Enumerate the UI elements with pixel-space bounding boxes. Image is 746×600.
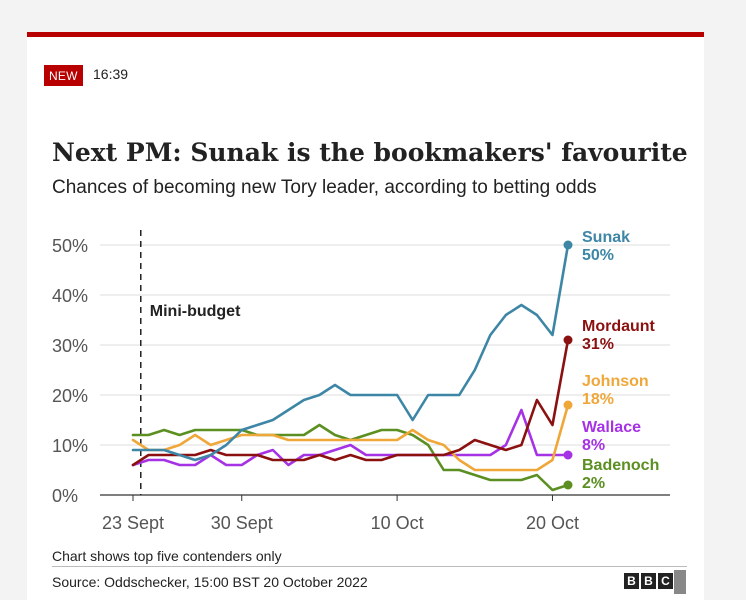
series-value-mordaunt: 31% [582, 336, 614, 353]
source-divider [52, 566, 687, 567]
series-end-dot-mordaunt [563, 335, 573, 345]
logo-letter-b2: B [641, 573, 656, 589]
annotation-label: Mini-budget [150, 303, 241, 320]
top-accent-bar [27, 32, 704, 37]
series-label-wallace: Wallace [582, 419, 641, 436]
series-line-wallace [131, 408, 570, 467]
logo-letter-b1: B [624, 573, 639, 589]
series-line-sunak [131, 243, 570, 462]
chart-title: Next PM: Sunak is the bookmakers' favour… [52, 138, 688, 167]
series-value-sunak: 50% [582, 247, 614, 264]
article-card [27, 32, 704, 600]
series-end-dot-sunak [563, 240, 573, 250]
series-label-sunak: Sunak [582, 229, 630, 246]
x-tick-label: 30 Sept [211, 513, 273, 533]
y-tick-label: 30% [52, 336, 88, 356]
new-badge: NEW [44, 65, 83, 86]
series-label-badenoch: Badenoch [582, 457, 659, 474]
timestamp: 16:39 [93, 66, 129, 82]
y-tick-label: 50% [52, 236, 88, 256]
series-value-wallace: 8% [582, 437, 605, 454]
series-end-dot-wallace [563, 450, 573, 460]
y-tick-label: 0% [52, 486, 78, 506]
chart-note: Chart shows top five contenders only [52, 548, 282, 564]
series-label-mordaunt: Mordaunt [582, 318, 656, 335]
series-end-dot-johnson [563, 400, 573, 410]
series-end-dot-badenoch [563, 480, 573, 490]
series-value-johnson: 18% [582, 391, 614, 408]
series-line-mordaunt [131, 338, 570, 467]
x-tick-label: 10 Oct [371, 513, 424, 533]
chart-subtitle: Chances of becoming new Tory leader, acc… [52, 177, 597, 198]
x-tick-label: 20 Oct [526, 513, 579, 533]
logo-letter-c: C [658, 573, 673, 589]
chart-source: Source: Oddschecker, 15:00 BST 20 Octobe… [52, 574, 368, 590]
bbc-logo: B B C [624, 573, 673, 589]
y-tick-label: 20% [52, 386, 88, 406]
scrollbar-thumb[interactable] [674, 570, 686, 594]
series-label-johnson: Johnson [582, 373, 649, 390]
y-tick-label: 10% [52, 436, 88, 456]
y-tick-label: 40% [52, 286, 88, 306]
series-value-badenoch: 2% [582, 475, 605, 492]
x-tick-label: 23 Sept [102, 513, 164, 533]
series-line-johnson [131, 403, 570, 472]
series-line-badenoch [131, 423, 570, 492]
